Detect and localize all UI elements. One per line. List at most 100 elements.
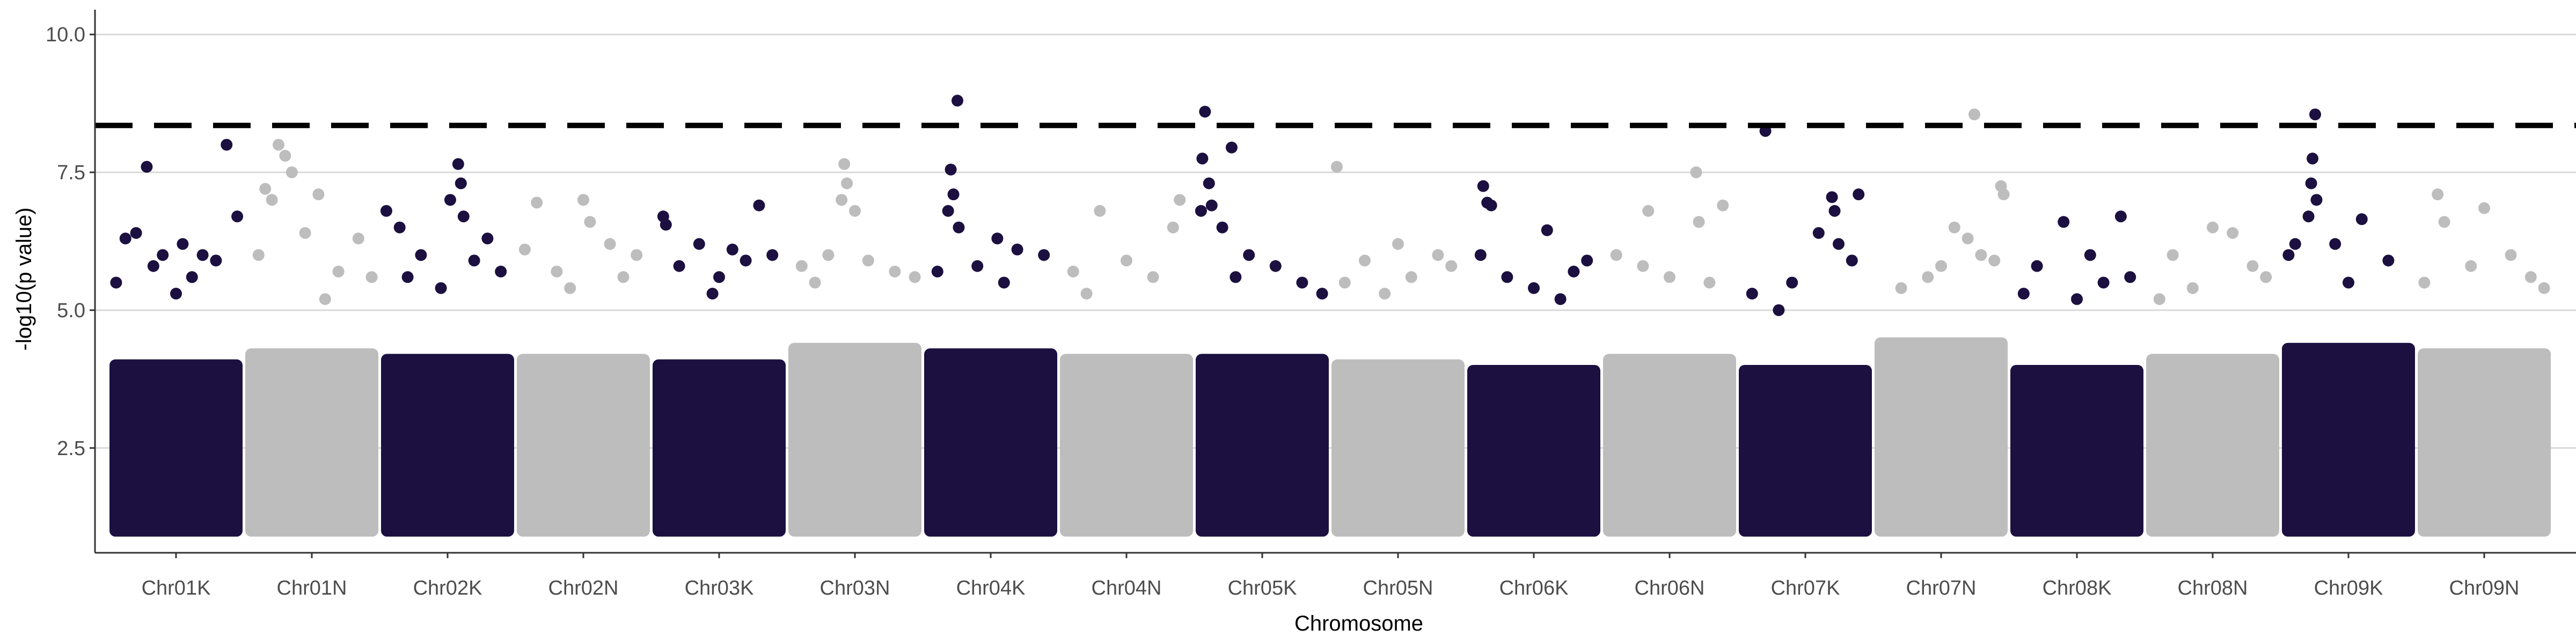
dense-points-Chr04K xyxy=(924,348,1057,537)
point-Chr05N-3 xyxy=(1359,254,1371,267)
point-Chr05N-7 xyxy=(1379,288,1391,300)
x-tick-label-Chr08N: Chr08N xyxy=(2178,577,2248,599)
point-Chr08K-6 xyxy=(2097,276,2110,289)
point-Chr01K-10 xyxy=(186,271,198,283)
point-Chr03K-4 xyxy=(726,243,738,255)
point-Chr01K-11 xyxy=(210,254,222,267)
point-Chr02N-1 xyxy=(577,194,589,206)
axes xyxy=(94,10,2576,554)
point-Chr03K-9 xyxy=(706,288,719,300)
x-tick-label-Chr09N: Chr09N xyxy=(2449,577,2520,599)
series-Chr04K xyxy=(924,94,1057,537)
series-Chr06K xyxy=(1467,180,1600,537)
point-Chr07N-6 xyxy=(1935,260,1947,272)
point-Chr03N-4 xyxy=(822,249,835,261)
point-Chr03K-3 xyxy=(693,238,705,250)
x-tick-label-Chr03N: Chr03N xyxy=(820,577,890,599)
point-Chr03K-6 xyxy=(673,260,685,272)
point-Chr02K-1 xyxy=(455,177,467,189)
point-Chr06N-6 xyxy=(1637,260,1649,272)
dense-points-Chr03K xyxy=(653,359,786,537)
y-axis-title: -log10(p value) xyxy=(12,208,36,351)
x-tick-label-Chr01K: Chr01K xyxy=(142,577,211,599)
point-Chr03K-2 xyxy=(753,199,765,211)
point-Chr06K-9 xyxy=(1554,293,1567,305)
point-Chr04K-0 xyxy=(952,94,963,107)
series-Chr01K xyxy=(109,138,244,537)
point-Chr07K-5 xyxy=(1833,238,1845,250)
point-Chr01K-12 xyxy=(170,288,182,300)
point-Chr05K-4 xyxy=(1205,199,1218,211)
dense-points-Chr02K xyxy=(381,354,514,537)
series-Chr01N xyxy=(245,138,378,537)
point-Chr07K-9 xyxy=(1773,304,1785,316)
point-Chr01N-9 xyxy=(332,266,345,278)
point-Chr06N-1 xyxy=(1642,205,1655,217)
point-Chr08K-2 xyxy=(2084,249,2096,261)
point-Chr07N-2 xyxy=(1997,188,2010,201)
point-Chr08N-0 xyxy=(2207,221,2219,233)
point-Chr07K-8 xyxy=(1846,254,1858,267)
series-Chr04N xyxy=(1060,194,1193,537)
point-Chr08N-4 xyxy=(2260,271,2272,283)
point-Chr02N-3 xyxy=(604,238,616,250)
point-Chr03K-5 xyxy=(766,249,779,261)
point-Chr01K-7 xyxy=(231,210,244,223)
point-Chr05N-4 xyxy=(1405,271,1417,283)
point-Chr09K-1 xyxy=(2307,152,2319,165)
series-Chr02K xyxy=(380,158,514,537)
x-tick-label-Chr06K: Chr06K xyxy=(1499,577,1569,599)
point-Chr05N-5 xyxy=(1445,260,1458,272)
point-Chr01N-7 xyxy=(252,249,265,261)
point-Chr08K-3 xyxy=(2031,260,2043,272)
dense-points-Chr03N xyxy=(788,342,921,537)
point-Chr01N-1 xyxy=(279,150,291,162)
point-Chr03N-1 xyxy=(841,177,853,189)
point-Chr04K-6 xyxy=(1011,243,1023,255)
point-Chr07N-0 xyxy=(1968,108,1980,121)
point-Chr02K-4 xyxy=(393,221,406,233)
point-Chr07N-7 xyxy=(1922,271,1934,283)
point-Chr05K-3 xyxy=(1203,177,1215,189)
point-Chr06K-8 xyxy=(1581,254,1593,267)
dense-points-Chr06K xyxy=(1467,364,1600,537)
data-points xyxy=(109,94,2551,537)
y-tick-label-3: 10.0 xyxy=(46,24,85,46)
dense-points-Chr07N xyxy=(1875,337,2008,537)
point-Chr04K-1 xyxy=(945,163,957,175)
point-Chr09N-1 xyxy=(2478,202,2490,214)
dense-points-Chr08K xyxy=(2010,364,2143,537)
point-Chr04N-2 xyxy=(1167,221,1179,233)
point-Chr04N-0 xyxy=(1094,205,1106,217)
point-Chr03K-8 xyxy=(740,254,752,267)
point-Chr04K-2 xyxy=(947,188,960,201)
point-Chr07N-9 xyxy=(1988,254,2001,267)
point-Chr03N-9 xyxy=(809,276,821,289)
series-Chr09N xyxy=(2418,188,2551,537)
point-Chr01N-5 xyxy=(312,188,325,201)
point-Chr06N-0 xyxy=(1690,166,1702,179)
point-Chr06N-4 xyxy=(1610,249,1622,261)
point-Chr02K-5 xyxy=(457,210,470,223)
point-Chr08N-3 xyxy=(2246,260,2259,272)
point-Chr08K-5 xyxy=(2017,288,2030,300)
y-tick-label-1: 5.0 xyxy=(57,299,85,322)
point-Chr02K-6 xyxy=(481,232,494,245)
point-Chr02K-10 xyxy=(468,254,480,267)
point-Chr01K-2 xyxy=(119,232,131,245)
point-Chr07N-3 xyxy=(1948,221,1960,233)
point-Chr05K-1 xyxy=(1225,141,1238,153)
point-Chr08N-5 xyxy=(2186,282,2199,294)
point-Chr05N-2 xyxy=(1432,249,1444,261)
point-Chr01K-6 xyxy=(196,249,209,261)
point-Chr06K-5 xyxy=(1501,271,1513,283)
series-Chr02N xyxy=(517,194,650,537)
point-Chr03N-3 xyxy=(849,205,861,217)
series-Chr06N xyxy=(1603,166,1736,537)
point-Chr01N-6 xyxy=(352,232,364,245)
point-Chr02K-11 xyxy=(401,271,414,283)
point-Chr09N-6 xyxy=(2418,276,2431,289)
series-Chr03N xyxy=(788,158,921,537)
point-Chr06N-2 xyxy=(1717,199,1729,211)
point-Chr07N-8 xyxy=(1895,282,1907,294)
